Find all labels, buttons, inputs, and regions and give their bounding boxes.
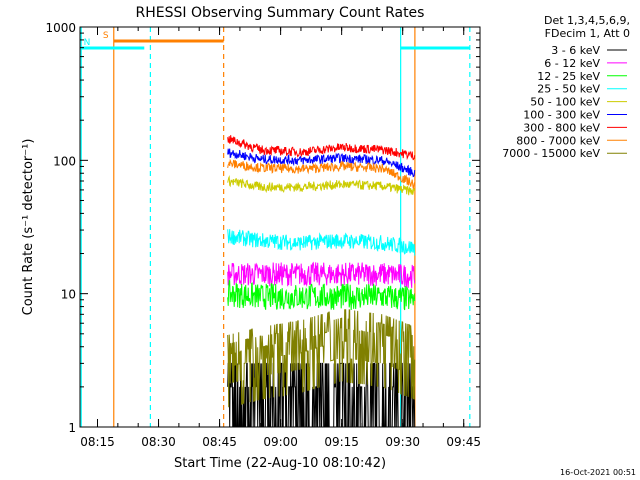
legend-header-0: Det 1,3,4,5,6,9, (544, 14, 630, 27)
legend-label-0: 3 - 6 keV (551, 44, 600, 57)
plot-area: SN (80, 27, 471, 428)
x-tick-label-3: 09:00 (263, 435, 298, 449)
interval-label-1: N (84, 38, 91, 48)
legend-label-3: 25 - 50 keV (537, 83, 600, 96)
x-tick-label-5: 09:30 (385, 435, 420, 449)
plot-frame (79, 26, 481, 428)
series-line-2 (227, 279, 416, 311)
series-line-5 (227, 148, 416, 178)
series-line-6 (227, 135, 416, 161)
series-line-1 (227, 261, 416, 288)
interval-label-0: S (103, 31, 109, 41)
legend-label-4: 50 - 100 keV (530, 96, 600, 109)
series-line-3 (227, 229, 416, 256)
series-line-4 (227, 175, 416, 196)
legend-label-6: 300 - 800 keV (523, 121, 600, 134)
axes: 08:15 08:30 08:45 09:00 09:15 09:30 09:45 1 10 10… (45, 21, 481, 449)
x-tick-label-6: 09:45 (446, 435, 481, 449)
legend-label-8: 7000 - 15000 keV (502, 147, 600, 160)
x-tick-label-1: 08:30 (141, 435, 176, 449)
legend-header-1: FDecim 1, Att 0 (545, 27, 630, 40)
legend: Det 1,3,4,5,6,9,FDecim 1, Att 0 3 - 6 keV… (502, 14, 630, 160)
x-tick-label-0: 08:15 (80, 435, 115, 449)
y-tick-label-1: 10 (61, 288, 76, 302)
y-axis-label: Count Rate (s⁻¹ detector⁻¹) (21, 139, 36, 316)
y-tick-label-3: 1000 (45, 21, 76, 35)
x-axis-label: Start Time (22-Aug-10 08:10:42) (174, 456, 386, 471)
y-tick-label-0: 1 (68, 421, 76, 435)
footer-timestamp: 16-Oct-2021 00:51 (560, 468, 636, 477)
series-line-8 (227, 309, 416, 408)
chart-title: RHESSI Observing Summary Count Rates (136, 5, 425, 21)
legend-label-1: 6 - 12 keV (544, 57, 600, 70)
series-line-7 (227, 158, 416, 189)
legend-label-7: 800 - 7000 keV (516, 134, 600, 147)
y-tick-label-2: 100 (53, 154, 76, 168)
legend-label-5: 100 - 300 keV (523, 109, 600, 122)
legend-label-2: 12 - 25 keV (537, 70, 600, 83)
x-tick-label-4: 09:15 (324, 435, 359, 449)
x-tick-label-2: 08:45 (202, 435, 237, 449)
